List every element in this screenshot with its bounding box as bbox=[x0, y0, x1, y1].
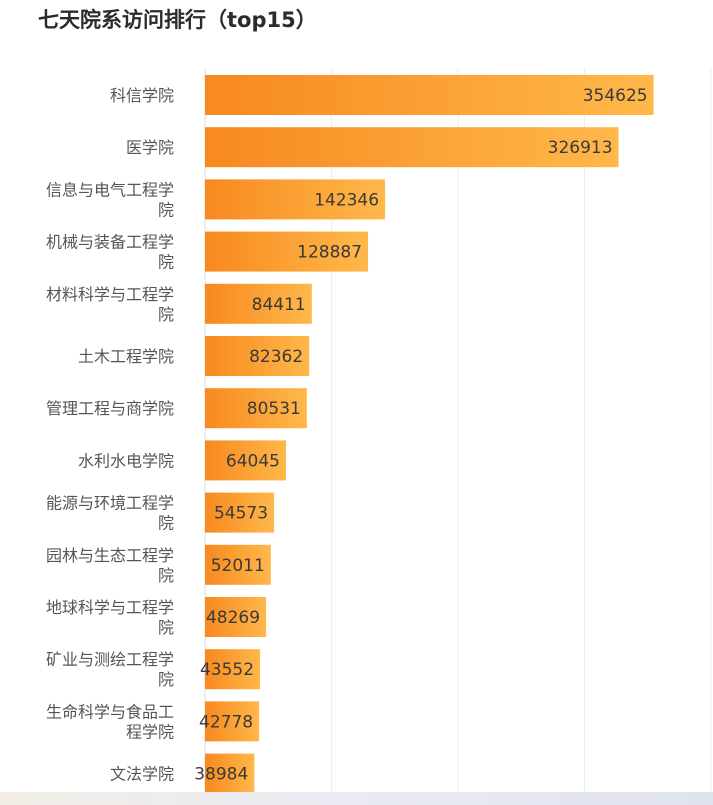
category-label: 信息与电气工程学院 bbox=[46, 180, 174, 219]
category-label: 科信学院 bbox=[110, 86, 174, 105]
category-label: 文法学院 bbox=[110, 765, 174, 784]
bar-value-label: 82362 bbox=[249, 347, 303, 367]
bar bbox=[205, 283, 312, 324]
bar bbox=[205, 701, 260, 742]
bar-value-label: 128887 bbox=[297, 243, 362, 263]
bar bbox=[205, 544, 271, 585]
bar bbox=[205, 753, 255, 794]
bar-value-label: 354625 bbox=[583, 86, 648, 106]
bar bbox=[205, 127, 619, 168]
bar bbox=[205, 492, 275, 533]
bar-value-label: 80531 bbox=[247, 399, 301, 419]
bar bbox=[205, 179, 386, 220]
bar-value-label: 64045 bbox=[226, 451, 280, 471]
category-label: 地球科学与工程学院 bbox=[46, 598, 174, 637]
category-label: 生命科学与食品工程学院 bbox=[46, 702, 174, 741]
bar bbox=[205, 649, 261, 690]
category-label: 管理工程与商学院 bbox=[46, 399, 174, 418]
category-label: 土木工程学院 bbox=[78, 347, 174, 366]
category-label: 矿业与测绘工程学院 bbox=[46, 650, 174, 689]
bar bbox=[205, 75, 654, 115]
bar-value-label: 42778 bbox=[199, 712, 253, 732]
bar bbox=[205, 388, 307, 429]
bottom-strip bbox=[0, 792, 713, 805]
bar-value-label: 54573 bbox=[214, 504, 268, 524]
bar-value-label: 52011 bbox=[211, 556, 265, 576]
bar bbox=[205, 231, 369, 272]
bar bbox=[205, 440, 287, 481]
category-label: 水利水电学院 bbox=[78, 451, 174, 470]
category-label: 材料科学与工程学院 bbox=[46, 285, 174, 324]
category-label: 医学院 bbox=[126, 138, 174, 157]
bar-value-label: 84411 bbox=[252, 295, 306, 315]
bar-value-label: 43552 bbox=[200, 660, 254, 680]
bar-value-label: 142346 bbox=[314, 190, 379, 210]
bar-value-label: 38984 bbox=[194, 765, 248, 785]
category-label: 园林与生态工程学院 bbox=[46, 546, 174, 585]
category-label: 能源与环境工程学院 bbox=[46, 494, 174, 533]
bar-value-label: 48269 bbox=[206, 608, 260, 628]
category-label: 机械与装备工程学院 bbox=[46, 233, 174, 272]
chart-title: 七天院系访问排行（top15） bbox=[38, 8, 317, 32]
bar bbox=[205, 597, 267, 637]
bar-value-label: 326913 bbox=[548, 138, 613, 158]
bar bbox=[205, 336, 310, 376]
